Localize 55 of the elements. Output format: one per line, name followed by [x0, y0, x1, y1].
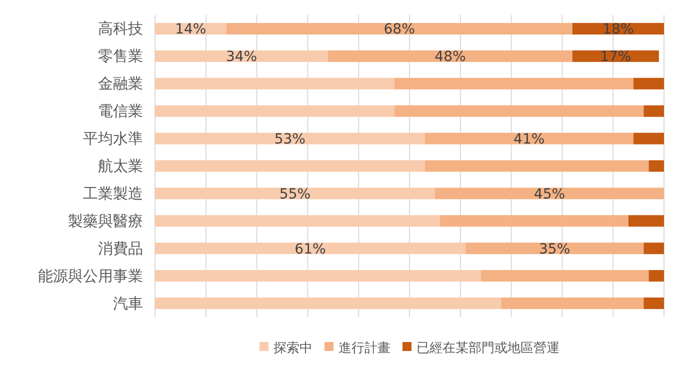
- bar: [394, 105, 644, 117]
- y-tick-label: 零售業: [98, 47, 143, 66]
- data-label: 55%: [279, 186, 311, 202]
- bar: [328, 50, 572, 62]
- y-tick-label: 金融業: [98, 74, 143, 93]
- data-label: 17%: [600, 49, 632, 66]
- y-tick-label: 工業製造: [83, 184, 143, 202]
- y-tick-label: 消費品: [98, 239, 143, 258]
- bar: [628, 215, 664, 227]
- bar: [648, 270, 664, 282]
- bar: [644, 242, 664, 254]
- bar: [480, 270, 649, 282]
- bar: [648, 160, 664, 172]
- data-label: 14%: [175, 22, 206, 38]
- bar: [155, 160, 425, 172]
- bar: [226, 22, 572, 34]
- bar: [155, 242, 466, 254]
- bar: [155, 132, 425, 144]
- bar: [424, 132, 634, 144]
- legend-label: 進行計畫: [338, 341, 390, 356]
- bar: [155, 50, 328, 62]
- data-label: 34%: [226, 49, 258, 66]
- data-label: 61%: [294, 241, 326, 258]
- bar: [155, 298, 502, 310]
- data-label: 53%: [274, 132, 306, 148]
- data-label: 68%: [384, 22, 415, 38]
- y-tick-label: 航太業: [98, 157, 143, 175]
- bar: [155, 270, 481, 282]
- bar: [424, 160, 649, 172]
- y-tick-label: 高科技: [98, 20, 143, 38]
- bar: [394, 78, 634, 90]
- legend-label: 探索中: [274, 341, 312, 356]
- bar: [434, 188, 664, 200]
- bar: [644, 105, 664, 117]
- y-tick-label: 製藥與醫療: [68, 212, 143, 230]
- bar: [440, 215, 628, 227]
- data-label: 41%: [514, 132, 545, 148]
- bar: [501, 298, 644, 310]
- bar: [155, 78, 394, 90]
- bar: [155, 105, 394, 117]
- bar: [633, 132, 664, 144]
- legend-label: 已經在某部門或地區營運: [416, 341, 560, 356]
- bar: [644, 298, 664, 310]
- bar: [155, 188, 435, 200]
- bar: [155, 215, 440, 227]
- data-label: 35%: [539, 241, 570, 258]
- y-tick-label: 能源與公用事業: [38, 266, 143, 285]
- bar: [465, 242, 644, 254]
- bar: [633, 78, 664, 90]
- y-tick-label: 平均水準: [83, 130, 143, 148]
- data-label: 45%: [534, 186, 566, 202]
- data-label: 48%: [434, 49, 466, 66]
- y-tick-label: 電信業: [98, 102, 143, 120]
- y-tick-label: 汽車: [113, 294, 143, 312]
- data-label: 18%: [602, 22, 634, 38]
